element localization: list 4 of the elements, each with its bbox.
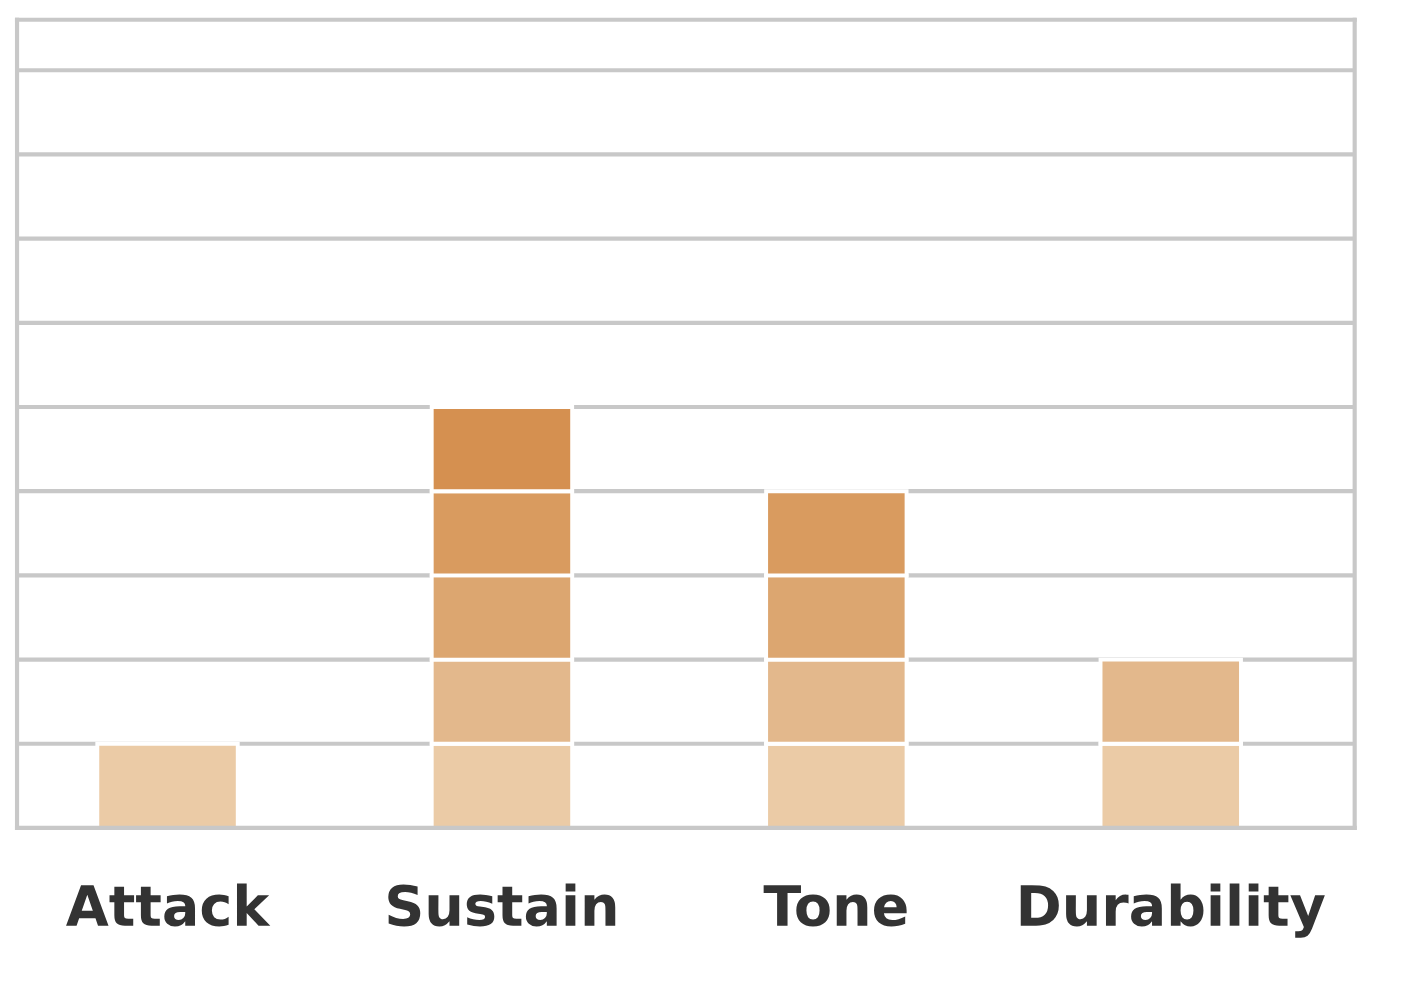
- x-tick-label: Durability: [1020, 883, 1325, 938]
- x-tick-label: Attack: [66, 883, 271, 927]
- x-tick-label: Tone: [763, 885, 907, 927]
- x-tick-label: Sustain: [388, 883, 616, 927]
